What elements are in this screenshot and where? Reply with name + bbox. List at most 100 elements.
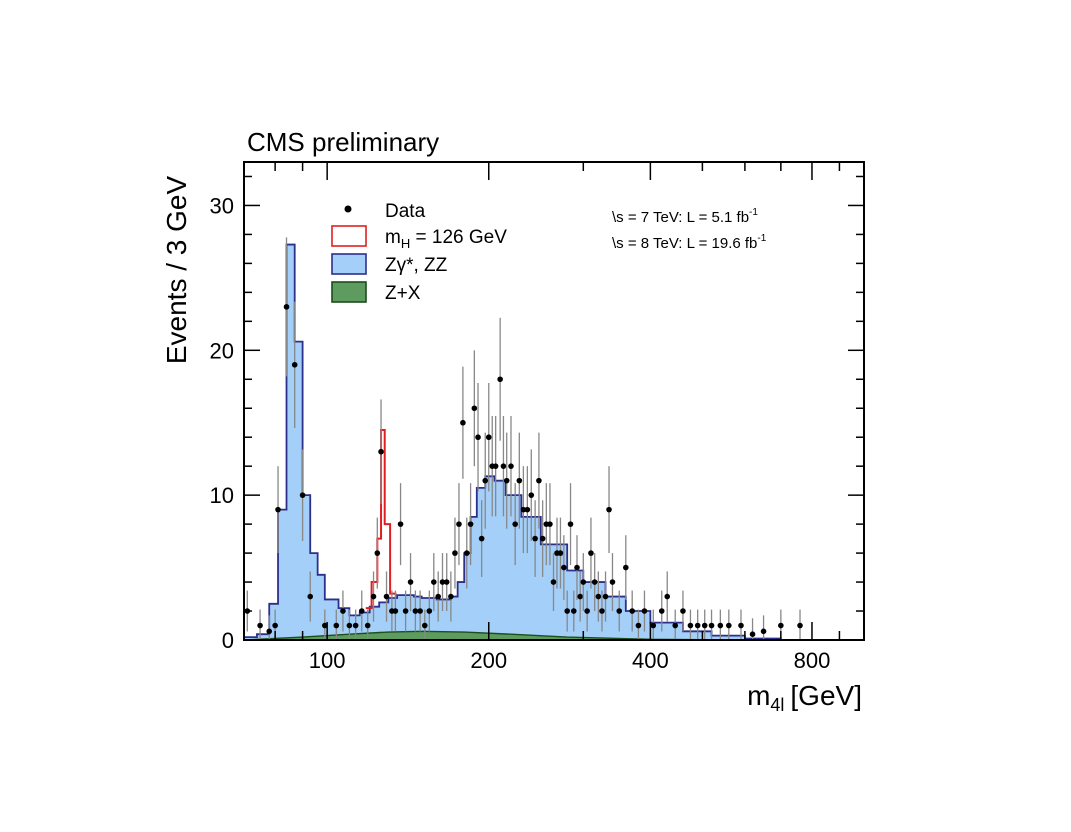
data-point (397, 521, 404, 527)
plot-frame (243, 161, 865, 641)
data-point (431, 579, 437, 585)
data-point (448, 593, 454, 600)
legend-signal-main: m (385, 227, 401, 248)
data-point (738, 622, 744, 629)
data-point (609, 579, 616, 585)
x-tick-label: 800 (794, 648, 831, 673)
y-tick-label: 30 (210, 193, 234, 218)
data-point (340, 608, 346, 614)
y-tick-label: 0 (222, 628, 234, 653)
data-point (452, 550, 458, 556)
data-point (547, 521, 553, 527)
data-point (726, 622, 732, 629)
data-point (307, 593, 314, 600)
legend-data-marker (344, 205, 352, 213)
data-point (629, 608, 635, 614)
data-point (760, 628, 767, 635)
x-tick-label: 100 (309, 648, 346, 673)
data-point (374, 550, 381, 556)
legend-signal-suffix: = 126 GeV (410, 227, 507, 248)
legend-label-zz: Zγ*, ZZ (385, 255, 448, 276)
y-tick-label: 10 (210, 483, 234, 508)
data-point (680, 608, 686, 614)
data-point (346, 622, 353, 629)
data-point (717, 622, 724, 629)
data-point (512, 521, 518, 527)
data-point (778, 622, 784, 629)
data-point (635, 622, 642, 629)
data-point (471, 405, 478, 412)
legend-item-zx: Z+X (331, 281, 421, 304)
data-point (584, 608, 590, 614)
data-point (443, 579, 450, 585)
data-point (272, 622, 278, 629)
legend-item-data: Data (344, 201, 426, 222)
data-point (606, 506, 612, 513)
legend-zz-swatch (331, 253, 367, 275)
data-point (463, 550, 470, 556)
legend-label-zx: Z+X (385, 283, 421, 304)
lumi-7tev-text: s = 7 TeV: L = 5.1 fb (616, 209, 749, 226)
legend-zx-swatch (331, 281, 367, 303)
data-point (687, 622, 694, 629)
data-point (275, 506, 281, 513)
chart-header: CMS preliminary (247, 127, 439, 157)
data-point (528, 492, 535, 498)
data-point (520, 506, 527, 513)
data-point (257, 622, 263, 629)
data-point (588, 550, 594, 556)
data-point (539, 535, 546, 542)
data-point (426, 608, 433, 614)
data-point (417, 608, 423, 614)
data-point (580, 579, 587, 585)
data-point (460, 419, 466, 426)
data-point (641, 608, 648, 614)
data-point (602, 593, 609, 600)
data-point (664, 593, 671, 600)
data-point (564, 608, 571, 614)
data-point (749, 631, 756, 638)
data-point (266, 628, 273, 635)
axis-ticks: 100 200 400 800 0 10 20 30 (210, 162, 864, 673)
lumi-line-8tev: \s = 8 TeV: L = 19.6 fb-1 (612, 233, 767, 252)
x-tick-label: 400 (632, 648, 669, 673)
data-point (524, 506, 531, 513)
legend-label-data: Data (385, 201, 426, 222)
y-axis-label: Events / 3 GeV (161, 176, 192, 365)
data-point (299, 492, 306, 498)
data-point (508, 463, 514, 469)
legend-signal-sub: H (401, 236, 410, 251)
data-point (616, 608, 623, 614)
data-point (797, 622, 803, 629)
data-point (516, 477, 523, 484)
data-point (456, 521, 462, 527)
data-point (482, 477, 489, 484)
data-point (650, 622, 657, 629)
data-point (577, 593, 583, 600)
plot-area: 100 200 400 800 0 10 20 30 (210, 161, 865, 673)
data-point (574, 564, 580, 571)
data-point (599, 608, 605, 614)
data-point (358, 608, 365, 614)
data-point (370, 593, 377, 600)
data-point (708, 622, 715, 629)
data-point (694, 622, 701, 629)
data-point (500, 463, 507, 469)
data-point (412, 608, 419, 614)
legend-item-signal: mH = 126 GeV (331, 225, 507, 251)
sqrt-icon: \ (612, 235, 617, 252)
data-point (333, 622, 340, 629)
data-point (478, 535, 485, 542)
lumi-7tev-sup: -1 (749, 207, 758, 218)
lumi-8tev-sup: -1 (757, 233, 766, 244)
data-point (402, 608, 409, 614)
data-point (492, 463, 499, 469)
data-point (383, 593, 390, 600)
data-point (497, 376, 503, 383)
data-point (550, 579, 557, 585)
legend-item-zz: Zγ*, ZZ (331, 253, 448, 276)
x-axis-label-main: m (747, 680, 770, 711)
data-point (672, 622, 679, 629)
data-point (435, 593, 441, 600)
